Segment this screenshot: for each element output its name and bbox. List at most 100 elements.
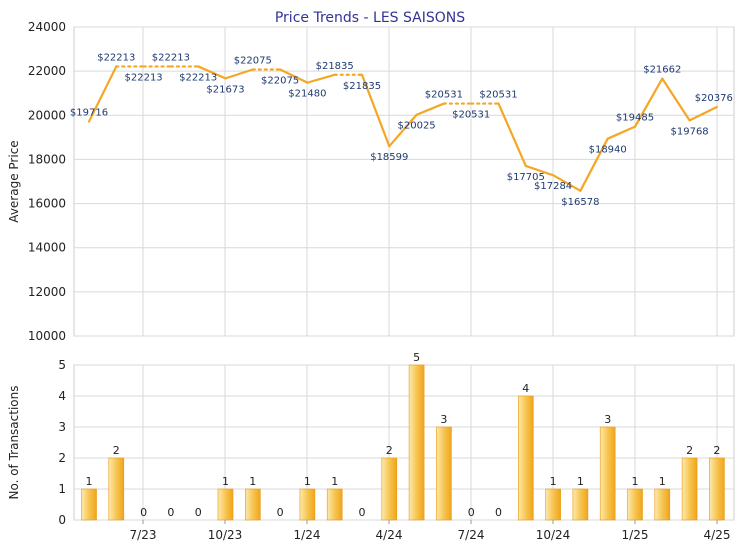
price-point-label: $22213 — [179, 72, 217, 83]
price-point-label: $22075 — [234, 55, 272, 66]
transactions-bar — [299, 488, 316, 521]
transactions-y-tick-label: 1 — [58, 482, 66, 496]
transactions-bar-label: 0 — [277, 506, 284, 519]
price-point-label: $17705 — [507, 172, 545, 183]
transactions-bar-label: 0 — [140, 506, 147, 519]
transactions-bar-label: 2 — [113, 444, 120, 457]
transactions-y-tick-label: 4 — [58, 389, 66, 403]
transactions-panel: 0 1 2 3 4 5 No. of Transactions 1 2 0 0 0 1 1 0 1 1 0 2 5 3 0… — [7, 351, 735, 542]
transactions-bar-label: 0 — [167, 506, 174, 519]
price-line-segment — [524, 164, 555, 177]
transactions-bar — [245, 488, 261, 521]
transactions-bar — [654, 488, 671, 521]
price-plot-area — [73, 26, 735, 337]
transactions-bar-label: 0 — [495, 506, 502, 519]
price-line-segment — [551, 174, 582, 192]
price-point-label: $21673 — [206, 84, 244, 95]
transactions-bar — [81, 488, 97, 521]
price-point-label: $20531 — [425, 90, 463, 101]
price-y-tick-label: 16000 — [28, 197, 66, 211]
transactions-bar — [326, 488, 343, 521]
transactions-bar — [545, 488, 561, 521]
transactions-bar-label: 2 — [713, 444, 720, 457]
price-line-segment — [415, 102, 445, 116]
price-y-tick-label: 20000 — [28, 108, 66, 122]
price-point-label: $20531 — [452, 110, 490, 121]
transactions-y-tick-label: 0 — [58, 513, 66, 527]
price-line-segment — [633, 77, 664, 128]
transactions-bar — [408, 364, 425, 521]
price-y-tick-label: 18000 — [28, 152, 66, 166]
transactions-bar — [217, 488, 234, 521]
transactions-bar-label: 1 — [331, 475, 338, 488]
x-tick-label: 10/24 — [536, 528, 571, 542]
transactions-y-axis-label: No. of Transactions — [7, 385, 21, 499]
price-point-label: $16578 — [561, 197, 599, 208]
x-tick-label: 4/24 — [376, 528, 403, 542]
price-point-label: $22213 — [125, 72, 163, 83]
x-tick-label: 7/23 — [130, 528, 157, 542]
price-line-segment — [579, 137, 609, 192]
transactions-y-tick-label: 2 — [58, 451, 66, 465]
x-tick-label: 1/25 — [622, 528, 649, 542]
transactions-bar-label: 2 — [686, 444, 693, 457]
transactions-bar — [381, 457, 398, 521]
price-line-segment — [360, 73, 391, 148]
transactions-bar-label: 1 — [222, 475, 229, 488]
transactions-bar-label: 1 — [550, 475, 557, 488]
transactions-bar — [108, 457, 125, 521]
transactions-y-tick-label: 5 — [58, 358, 66, 372]
transactions-bar-label: 1 — [577, 475, 584, 488]
price-line-segment — [197, 65, 227, 80]
price-point-label: $20376 — [695, 93, 733, 104]
price-line-segment — [606, 125, 637, 140]
transactions-bar-label: 4 — [522, 382, 529, 395]
transactions-bar-label: 2 — [386, 444, 393, 457]
price-point-label: $17284 — [534, 181, 572, 192]
price-point-label: $22213 — [97, 52, 135, 63]
price-line-segment — [279, 68, 309, 84]
x-tick-label: 1/24 — [294, 528, 321, 542]
price-line-segment — [388, 113, 418, 148]
transactions-bar — [627, 488, 643, 521]
price-point-label: $19485 — [616, 113, 654, 124]
price-point-label: $18599 — [370, 152, 408, 163]
transactions-bar — [436, 426, 452, 521]
transactions-y-tick-label: 3 — [58, 420, 66, 434]
price-line-segment — [306, 73, 336, 84]
price-line-segment — [661, 77, 691, 122]
transactions-bar-label: 0 — [359, 506, 366, 519]
transactions-bar — [681, 457, 698, 521]
price-panel: 10000 12000 14000 16000 18000 20000 22000 24000… — [7, 20, 735, 343]
price-point-label: $21835 — [343, 81, 381, 92]
price-line-segment — [224, 68, 254, 80]
price-y-tick-label: 12000 — [28, 285, 66, 299]
price-point-label: $22075 — [261, 75, 299, 86]
transactions-bar-label: 1 — [659, 475, 666, 488]
price-point-label: $20531 — [479, 90, 517, 101]
transactions-bar-label: 1 — [86, 475, 93, 488]
price-line-segment — [688, 105, 719, 122]
transactions-bar-label: 3 — [604, 413, 611, 426]
transactions-bar-label: 0 — [195, 506, 202, 519]
price-line-segment — [497, 102, 527, 168]
price-point-label: $20025 — [398, 121, 436, 132]
price-point-label: $19768 — [671, 126, 709, 137]
x-tick-label: 4/25 — [704, 528, 731, 542]
x-tick-label: 10/23 — [208, 528, 243, 542]
transactions-bar — [599, 426, 616, 521]
transactions-bar-label: 3 — [440, 413, 447, 426]
transactions-plot-area — [73, 364, 735, 521]
price-point-label: $21662 — [643, 65, 681, 76]
transactions-bar — [709, 457, 725, 521]
transactions-bar-label: 1 — [304, 475, 311, 488]
price-y-tick-label: 24000 — [28, 20, 66, 34]
transactions-bar — [572, 488, 589, 521]
transactions-bar — [517, 395, 534, 521]
x-tick-label: 7/24 — [458, 528, 485, 542]
transactions-bar-label: 5 — [413, 351, 420, 364]
price-point-label: $19716 — [70, 108, 108, 119]
chart-title: Price Trends - LES SAISONS — [275, 10, 465, 26]
